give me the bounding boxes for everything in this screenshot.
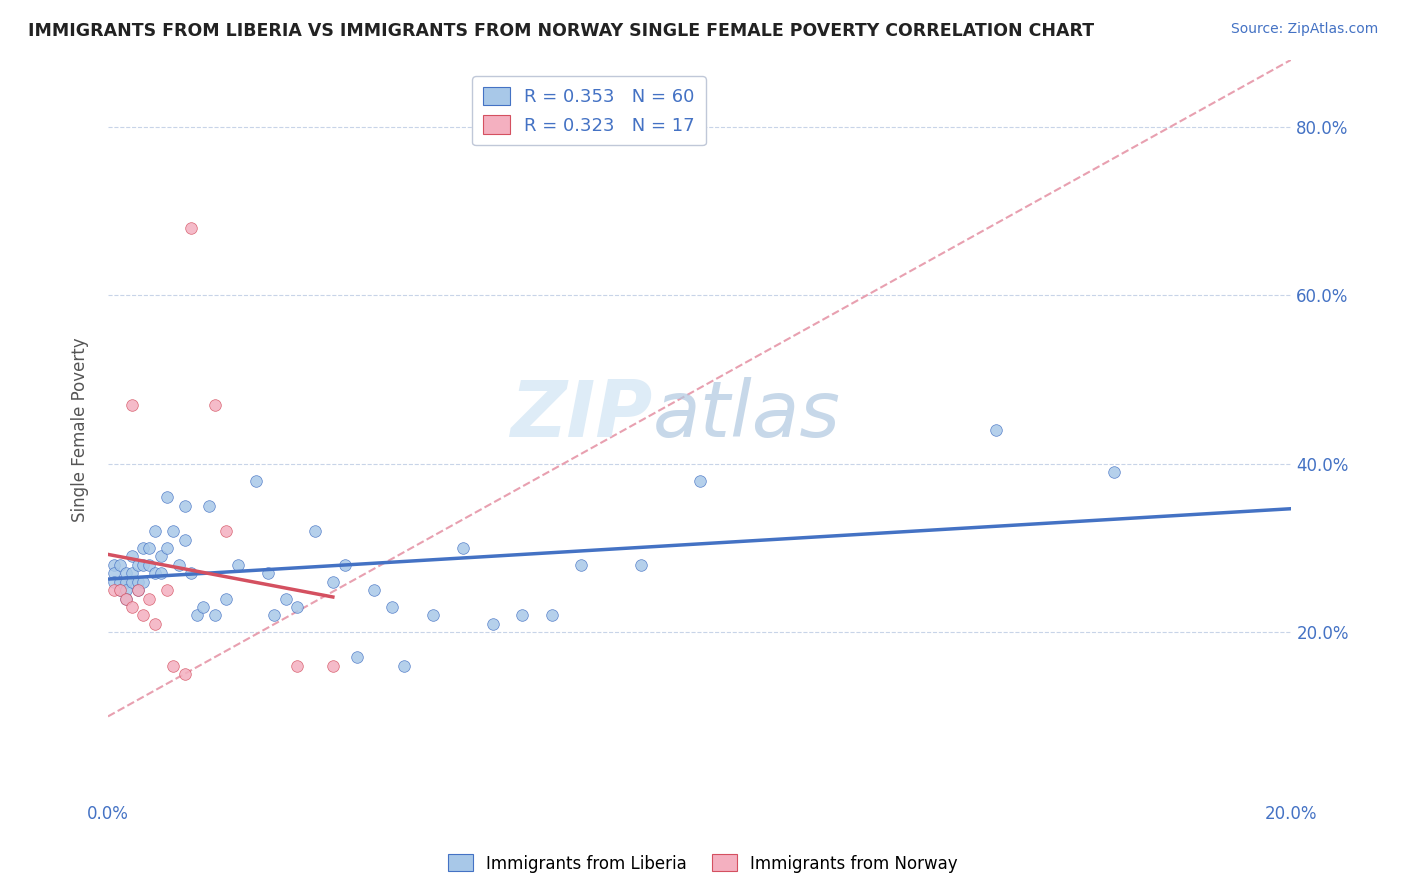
Point: [114, 566, 136, 581]
Point: [204, 398, 226, 412]
Point: [226, 558, 249, 572]
Point: [121, 566, 143, 581]
Point: [143, 566, 166, 581]
Point: [197, 499, 219, 513]
Point: [127, 583, 149, 598]
Point: [256, 566, 278, 581]
Point: [215, 524, 238, 538]
Point: [215, 591, 238, 606]
Point: [322, 659, 344, 673]
Point: [186, 608, 208, 623]
Point: [132, 574, 155, 589]
Point: [451, 541, 474, 555]
Point: [162, 659, 184, 673]
Point: [103, 583, 125, 598]
Point: [127, 583, 149, 598]
Point: [510, 608, 533, 623]
Point: [422, 608, 444, 623]
Text: atlas: atlas: [652, 377, 841, 453]
Point: [481, 616, 503, 631]
Point: [150, 566, 173, 581]
Point: [138, 591, 160, 606]
Point: [274, 591, 297, 606]
Point: [381, 599, 404, 614]
Point: [285, 659, 308, 673]
Point: [108, 558, 131, 572]
Text: ZIP: ZIP: [510, 377, 652, 453]
Point: [156, 583, 179, 598]
Point: [156, 491, 179, 505]
Point: [363, 583, 385, 598]
Point: [1102, 465, 1125, 479]
Point: [108, 583, 131, 598]
Point: [132, 558, 155, 572]
Point: [167, 558, 190, 572]
Point: [174, 499, 197, 513]
Point: [540, 608, 562, 623]
Point: [304, 524, 326, 538]
Point: [121, 398, 143, 412]
Point: [143, 524, 166, 538]
Point: [138, 558, 160, 572]
Point: [180, 221, 202, 235]
Point: [132, 541, 155, 555]
Point: [630, 558, 652, 572]
Point: [121, 599, 143, 614]
Point: [392, 659, 415, 673]
Point: [333, 558, 356, 572]
Point: [162, 524, 184, 538]
Point: [156, 541, 179, 555]
Legend: R = 0.353   N = 60, R = 0.323   N = 17: R = 0.353 N = 60, R = 0.323 N = 17: [472, 76, 706, 145]
Point: [103, 566, 125, 581]
Point: [204, 608, 226, 623]
Point: [322, 574, 344, 589]
Y-axis label: Single Female Poverty: Single Female Poverty: [72, 338, 89, 523]
Point: [114, 574, 136, 589]
Point: [138, 541, 160, 555]
Point: [127, 574, 149, 589]
Point: [127, 558, 149, 572]
Text: Source: ZipAtlas.com: Source: ZipAtlas.com: [1230, 22, 1378, 37]
Point: [191, 599, 214, 614]
Text: IMMIGRANTS FROM LIBERIA VS IMMIGRANTS FROM NORWAY SINGLE FEMALE POVERTY CORRELAT: IMMIGRANTS FROM LIBERIA VS IMMIGRANTS FR…: [28, 22, 1094, 40]
Point: [103, 558, 125, 572]
Point: [174, 667, 197, 681]
Point: [132, 608, 155, 623]
Point: [103, 574, 125, 589]
Point: [174, 533, 197, 547]
Point: [984, 423, 1007, 437]
Point: [689, 474, 711, 488]
Point: [114, 591, 136, 606]
Point: [143, 616, 166, 631]
Point: [150, 549, 173, 564]
Point: [285, 599, 308, 614]
Point: [114, 583, 136, 598]
Point: [114, 591, 136, 606]
Legend: Immigrants from Liberia, Immigrants from Norway: Immigrants from Liberia, Immigrants from…: [441, 847, 965, 880]
Point: [346, 650, 368, 665]
Point: [121, 574, 143, 589]
Point: [180, 566, 202, 581]
Point: [108, 583, 131, 598]
Point: [263, 608, 285, 623]
Point: [245, 474, 267, 488]
Point: [108, 574, 131, 589]
Point: [121, 549, 143, 564]
Point: [569, 558, 592, 572]
